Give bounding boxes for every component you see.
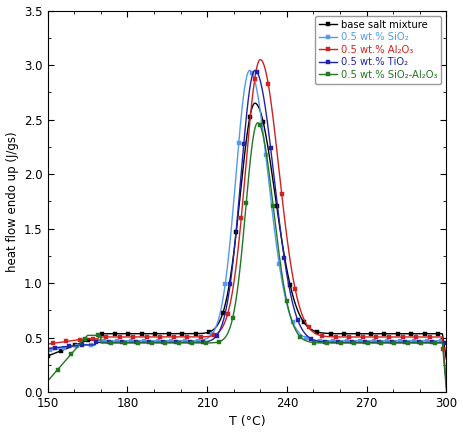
0.5 wt.% SiO₂-Al₂O₃	[444, 387, 449, 392]
0.5 wt.% SiO₂	[348, 338, 353, 343]
0.5 wt.% TiO₂	[300, 327, 305, 332]
base salt mixture	[45, 353, 50, 358]
Line: 0.5 wt.% Al₂O₃: 0.5 wt.% Al₂O₃	[46, 58, 448, 388]
0.5 wt.% TiO₂	[444, 340, 449, 345]
0.5 wt.% TiO₂	[288, 289, 293, 295]
0.5 wt.% Al₂O₃	[348, 334, 353, 339]
0.5 wt.% Al₂O₃	[300, 312, 305, 318]
0.5 wt.% SiO₂	[69, 344, 75, 349]
Legend: base salt mixture, 0.5 wt.% SiO₂, 0.5 wt.% Al₂O₃, 0.5 wt.% TiO₂, 0.5 wt.% SiO₂-A: base salt mixture, 0.5 wt.% SiO₂, 0.5 wt…	[315, 16, 441, 84]
base salt mixture	[277, 224, 282, 230]
0.5 wt.% SiO₂-Al₂O₃	[389, 340, 394, 345]
0.5 wt.% SiO₂	[444, 378, 449, 384]
0.5 wt.% TiO₂	[389, 340, 394, 345]
0.5 wt.% TiO₂	[69, 343, 75, 349]
0.5 wt.% SiO₂-Al₂O₃	[288, 313, 293, 318]
0.5 wt.% Al₂O₃	[69, 338, 75, 343]
base salt mixture	[300, 317, 305, 322]
base salt mixture	[389, 331, 394, 336]
base salt mixture	[252, 101, 258, 106]
0.5 wt.% TiO₂	[45, 346, 50, 351]
0.5 wt.% SiO₂-Al₂O₃	[348, 340, 353, 345]
0.5 wt.% Al₂O₃	[288, 258, 293, 263]
base salt mixture	[444, 357, 449, 362]
0.5 wt.% SiO₂	[247, 68, 252, 73]
0.5 wt.% SiO₂-Al₂O₃	[277, 256, 282, 261]
0.5 wt.% TiO₂	[277, 222, 282, 227]
0.5 wt.% SiO₂-Al₂O₃	[255, 120, 261, 125]
0.5 wt.% SiO₂	[389, 338, 394, 343]
0.5 wt.% Al₂O₃	[257, 57, 263, 62]
0.5 wt.% SiO₂-Al₂O₃	[69, 350, 75, 355]
Line: 0.5 wt.% TiO₂: 0.5 wt.% TiO₂	[46, 69, 448, 350]
0.5 wt.% SiO₂-Al₂O₃	[45, 378, 50, 384]
0.5 wt.% SiO₂	[45, 348, 50, 353]
0.5 wt.% TiO₂	[252, 68, 258, 73]
X-axis label: T (°C): T (°C)	[229, 415, 265, 428]
0.5 wt.% Al₂O₃	[444, 384, 449, 389]
0.5 wt.% TiO₂	[348, 340, 353, 345]
0.5 wt.% Al₂O₃	[277, 173, 282, 178]
base salt mixture	[288, 283, 293, 288]
Line: 0.5 wt.% SiO₂: 0.5 wt.% SiO₂	[46, 69, 448, 383]
0.5 wt.% SiO₂	[300, 333, 305, 339]
0.5 wt.% Al₂O₃	[45, 342, 50, 347]
base salt mixture	[69, 344, 75, 349]
Line: base salt mixture: base salt mixture	[46, 102, 448, 361]
Line: 0.5 wt.% SiO₂-Al₂O₃: 0.5 wt.% SiO₂-Al₂O₃	[46, 121, 448, 391]
0.5 wt.% SiO₂	[277, 265, 282, 270]
0.5 wt.% Al₂O₃	[389, 334, 394, 339]
base salt mixture	[348, 331, 353, 336]
0.5 wt.% SiO₂	[288, 313, 293, 318]
0.5 wt.% SiO₂-Al₂O₃	[300, 336, 305, 341]
Y-axis label: heat flow endo up (J/gs): heat flow endo up (J/gs)	[6, 131, 19, 272]
